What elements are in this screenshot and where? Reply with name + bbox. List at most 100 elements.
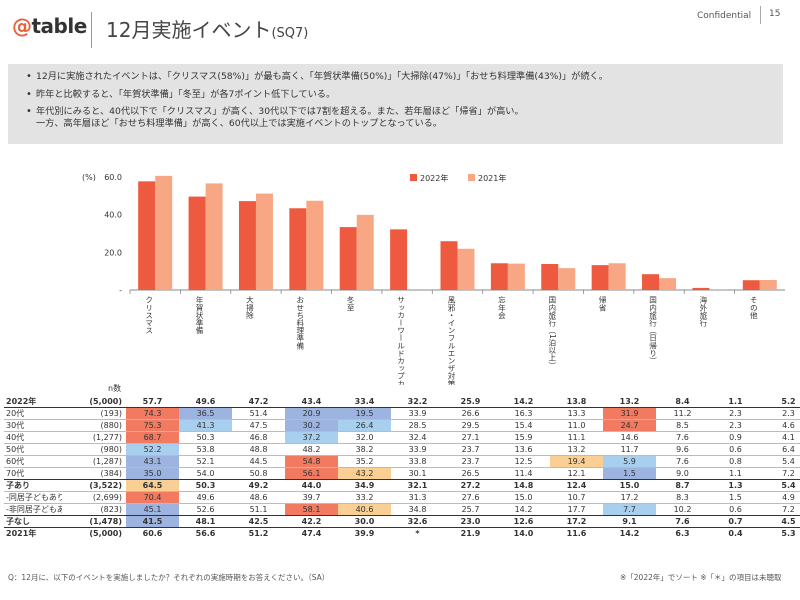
table-cell: 11.4	[497, 467, 550, 480]
table-cell: 11.2	[673, 409, 692, 419]
bar-2021	[306, 200, 324, 290]
table-cell: 5.2	[762, 396, 800, 409]
category-label: サッカーワールドカップカタール2022の試合観戦	[396, 296, 405, 385]
row-n: (823)	[62, 503, 126, 516]
table-cell: 52.6	[179, 503, 232, 516]
row-label: 2022年	[4, 396, 62, 409]
row-n: (5,000)	[62, 527, 126, 540]
category-label: 国内旅行（1泊以上）	[548, 296, 557, 370]
sort-note: ※「2022年」でソート ※「＊」の項目は未聴取	[620, 573, 782, 582]
table-cell: 26.6	[461, 409, 480, 419]
table-row: 30代 (880) 75.3 41.3 47.5 30.2 26.4 28.5 29.5 15.4…	[4, 419, 800, 432]
table-cell: *	[391, 527, 444, 540]
row-label: 70代	[4, 467, 62, 480]
table-cell: 35.0	[126, 467, 179, 480]
table-cell: 54.0	[179, 467, 232, 480]
table-cell: 41.3	[179, 419, 232, 432]
table-cell: 37.2	[285, 431, 338, 444]
table-cell: 33.2	[338, 491, 391, 504]
table-cell: 57.7	[126, 396, 179, 409]
table-cell: 12.1	[550, 467, 603, 480]
table-cell: 9.6	[656, 443, 709, 456]
table-cell: 2.3	[729, 409, 742, 419]
table-cell: 21.9	[444, 527, 497, 540]
table-cell: 19.5	[338, 407, 391, 420]
table-cell: 19.4	[550, 455, 603, 468]
row-label: 50代	[4, 443, 62, 456]
bar-2022	[238, 201, 256, 290]
category-label: 国内旅行（日帰り）	[648, 296, 657, 365]
table-cell: 39.7	[285, 491, 338, 504]
table-row: -同居子どもあり (2,699) 70.4 49.6 48.6 39.7 33.2 31.3 2…	[4, 491, 800, 504]
row-n: (1,277)	[62, 431, 126, 444]
table-cell: 52.2	[126, 443, 179, 456]
category-label: 海外旅行	[699, 295, 708, 328]
table-cell: 74.3	[126, 407, 179, 420]
row-n: (193)	[100, 409, 122, 419]
table-cell: 40.6	[338, 503, 391, 516]
table-cell: 48.2	[285, 443, 338, 456]
row-label: 子なし	[4, 515, 62, 528]
table-cell: 7.2	[762, 503, 800, 516]
logo: @table	[12, 14, 87, 38]
table-cell: 12.6	[497, 515, 550, 528]
table-cell: 58.1	[285, 503, 338, 516]
category-label: 忘年会	[497, 295, 506, 320]
table-cell: 49.2	[232, 479, 285, 492]
page-title: 12月実施イベント(SQ7)	[106, 18, 309, 42]
legend-swatch	[410, 174, 417, 181]
table-cell: 5.4	[762, 479, 800, 492]
row-label: 2021年	[4, 527, 62, 540]
table-cell: 27.2	[444, 479, 497, 492]
unit-label: (%)	[82, 173, 96, 182]
table-cell: 11.7	[603, 443, 656, 456]
header-divider	[91, 12, 92, 48]
table-cell: 13.2	[603, 396, 656, 409]
summary-box: 12月に実施されたイベントは、「クリスマス(58%)」が最も高く、「年賀状準備(…	[8, 64, 783, 144]
bar-2021	[205, 183, 223, 290]
table-cell: 7.6	[656, 515, 709, 528]
table-row: -非同居子どもあり(823)45.152.651.158.140.634.825…	[4, 503, 800, 516]
table-cell: 15.0	[497, 491, 550, 504]
bar-2022	[138, 181, 156, 290]
table-cell: 23.7	[444, 443, 497, 456]
category-label: 風邪・インフルエンザ対策	[447, 296, 456, 385]
table-cell: 7.7	[603, 503, 656, 516]
table-cell: 26.5	[444, 467, 497, 480]
table-cell: 41.5	[126, 515, 179, 528]
row-n: (1,478)	[62, 515, 126, 528]
table-cell: 34.9	[338, 479, 391, 492]
table-cell: 0.6	[709, 443, 762, 456]
table-cell: 54.8	[285, 455, 338, 468]
bar-2022	[742, 280, 760, 290]
table-cell: 47.5	[232, 419, 285, 432]
table-cell: 49.6	[179, 396, 232, 409]
bar-2021	[608, 263, 626, 290]
table-cell: 75.3	[126, 419, 179, 432]
table-cell: 4.9	[762, 491, 800, 504]
y-tick-label: 40.0	[104, 211, 122, 220]
table-cell: 13.3	[567, 409, 586, 419]
bar-2022	[591, 265, 609, 290]
table-cell: 51.1	[232, 503, 285, 516]
table-cell: 32.4	[391, 431, 444, 444]
table-cell: 43.2	[338, 467, 391, 480]
summary-bullet: 年代別にみると、40代以下で「クリスマス」が高く、30代以下では7割を超える。ま…	[26, 106, 773, 129]
table-cell: 32.6	[391, 515, 444, 528]
bar-chart: (%) 60.0 40.0 20.0 - クリスマス 年賀状準備 大掃除 おせち料理準備 冬至 サッ…	[82, 173, 785, 385]
table-cell: 27.6	[444, 491, 497, 504]
table-cell: 10.7	[550, 491, 603, 504]
table-cell: 32.2	[391, 396, 444, 409]
bar-2021	[709, 289, 727, 290]
table-cell: 50.8	[232, 467, 285, 480]
table-cell: 31.3	[391, 491, 444, 504]
table-cell: 23.0	[444, 515, 497, 528]
category-label: おせち料理準備	[296, 296, 305, 351]
table-row: 20代 (193) 74.3 36.5 51.4 20.9 19.5 33.9 26.6 16.3…	[4, 407, 800, 420]
y-tick-label: 20.0	[104, 248, 122, 257]
row-label: 60代	[4, 455, 62, 468]
row-label: 30代	[4, 419, 62, 432]
table-cell: 13.8	[550, 396, 603, 409]
bar-2022	[692, 287, 710, 290]
category-label: クリスマス	[145, 296, 154, 334]
